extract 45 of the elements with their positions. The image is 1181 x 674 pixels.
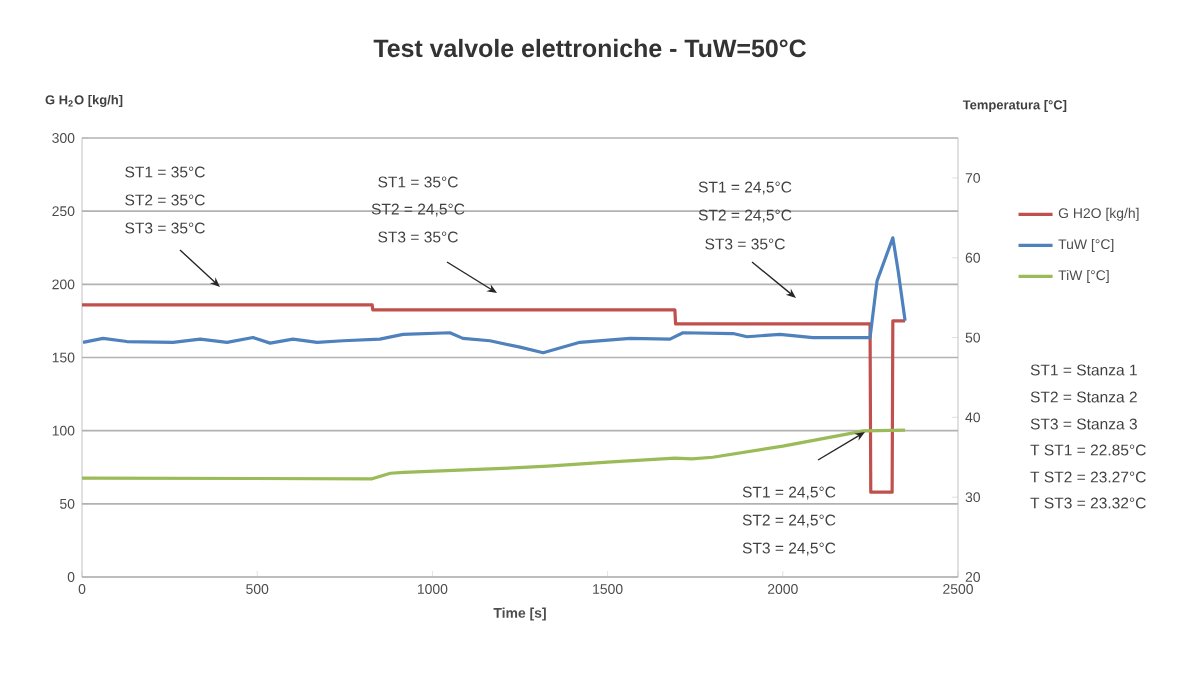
y2-axis-title: Temperatura [°C] (962, 99, 1067, 113)
y-tick-label: 100 (52, 425, 75, 436)
x-tick-label: 2000 (767, 584, 798, 594)
line-series (82, 428, 907, 481)
y2-tick-label: 50 (965, 332, 981, 343)
chart-title: Test valvole elettroniche - TuW=50°C (373, 38, 806, 58)
text: T ST1 = 22.85°C (1030, 444, 1146, 456)
y2-tick-label: 20 (965, 572, 981, 582)
annotation: ST3 = 24,5°C (742, 542, 836, 556)
annotation: ST2 = 35°C (125, 194, 205, 206)
annotation: ST1 = 35°C (125, 166, 205, 178)
y-tick-label: 300 (52, 133, 75, 143)
y-tick-label: 50 (60, 498, 75, 509)
legend-label: G H2O [kg/h] (1058, 207, 1139, 221)
y2-tick-label: 40 (965, 412, 981, 423)
y-tick-label: 200 (52, 279, 75, 290)
text: ST2 = Stanza 2 (1030, 391, 1137, 403)
annotation: ST3 = 35°C (378, 231, 458, 243)
text: T ST2 = 23.27°C (1030, 471, 1146, 483)
annotation: ST1 = 24,5°C (742, 486, 836, 500)
annotation: ST3 = 35°C (705, 238, 785, 250)
x-tick-label: 0 (78, 584, 86, 594)
y2-tick-label: 30 (965, 492, 981, 503)
legend-label: TuW [°C] (1058, 238, 1114, 252)
text: T ST3 = 23.32°C (1030, 497, 1146, 509)
x-tick-label: 2500 (943, 584, 973, 594)
x-tick-label: 500 (246, 584, 269, 594)
annotation: ST2 = 24,5°C (742, 514, 836, 528)
y-tick-label: 0 (67, 572, 75, 582)
annotation: ST2 = 24,5°C (698, 209, 792, 223)
legend-label: TiW [°C] (1058, 269, 1109, 283)
y2-tick-label: 70 (965, 173, 981, 183)
annotation: ST1 = 35°C (378, 176, 458, 188)
text: ST3 = Stanza 3 (1030, 418, 1137, 430)
x-axis-title: Time [s] (493, 607, 546, 621)
y-tick-label: 250 (52, 206, 75, 217)
annotation: ST3 = 35°C (125, 222, 205, 234)
y-axis-title: G H$_{2}$O [kg/h] (45, 94, 123, 108)
x-tick-label: 1000 (417, 584, 448, 594)
y2-tick-label: 60 (965, 252, 981, 263)
x-tick-label: 1500 (593, 584, 623, 594)
annotation: ST1 = 24,5°C (698, 181, 792, 195)
annotation: ST2 = 24,5°C (371, 203, 465, 217)
y-tick-label: 150 (52, 352, 75, 363)
text: ST1 = Stanza 1 (1030, 364, 1137, 376)
